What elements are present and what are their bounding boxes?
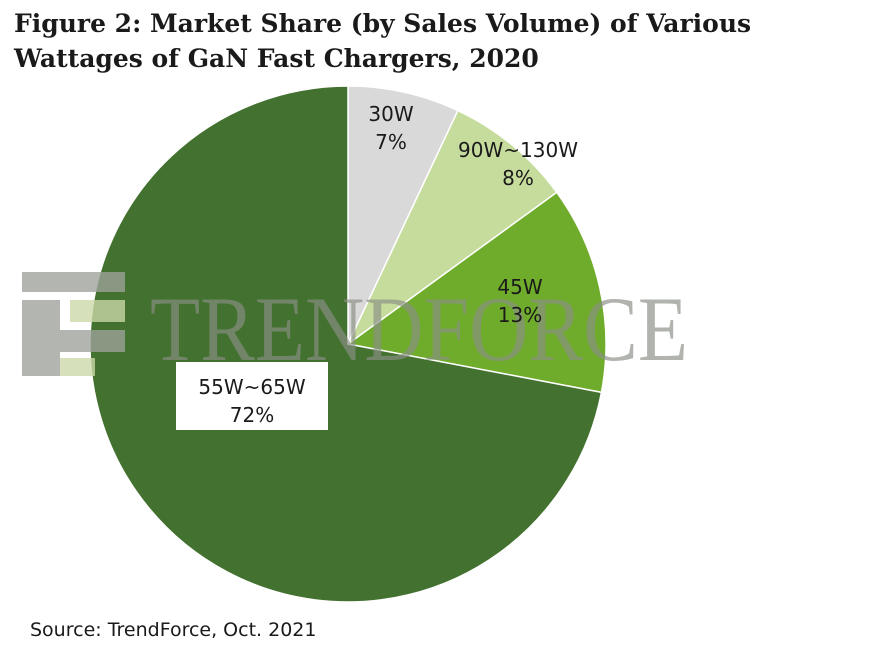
pie-slice-90w-130w	[347, 109, 558, 345]
chart-title: Figure 2: Market Share (by Sales Volume)…	[14, 9, 752, 73]
slice-category-label: 90W~130W	[458, 138, 578, 162]
slice-value-label: 7%	[375, 130, 407, 154]
source-note: Source: TrendForce, Oct. 2021	[30, 619, 317, 641]
trendforce-logo-icon	[22, 272, 125, 376]
slice-category-label: 55W~65W	[198, 375, 305, 399]
pie-slice-45w	[346, 191, 607, 394]
pie-slice-30w	[347, 85, 459, 345]
slice-value-label: 8%	[502, 166, 534, 190]
pie-slice-55w-65w	[89, 85, 603, 603]
slice-value-label: 13%	[498, 303, 542, 327]
data-label-90w-130w: 90W~130W 8%	[458, 138, 578, 190]
slice-category-label: 30W	[368, 102, 413, 126]
pie-slices	[89, 85, 607, 603]
slice-value-label: 72%	[230, 403, 274, 427]
data-label-box	[176, 362, 328, 430]
slice-category-label: 45W	[497, 275, 542, 299]
data-label-55w-65w: 55W~65W 72%	[176, 362, 328, 430]
